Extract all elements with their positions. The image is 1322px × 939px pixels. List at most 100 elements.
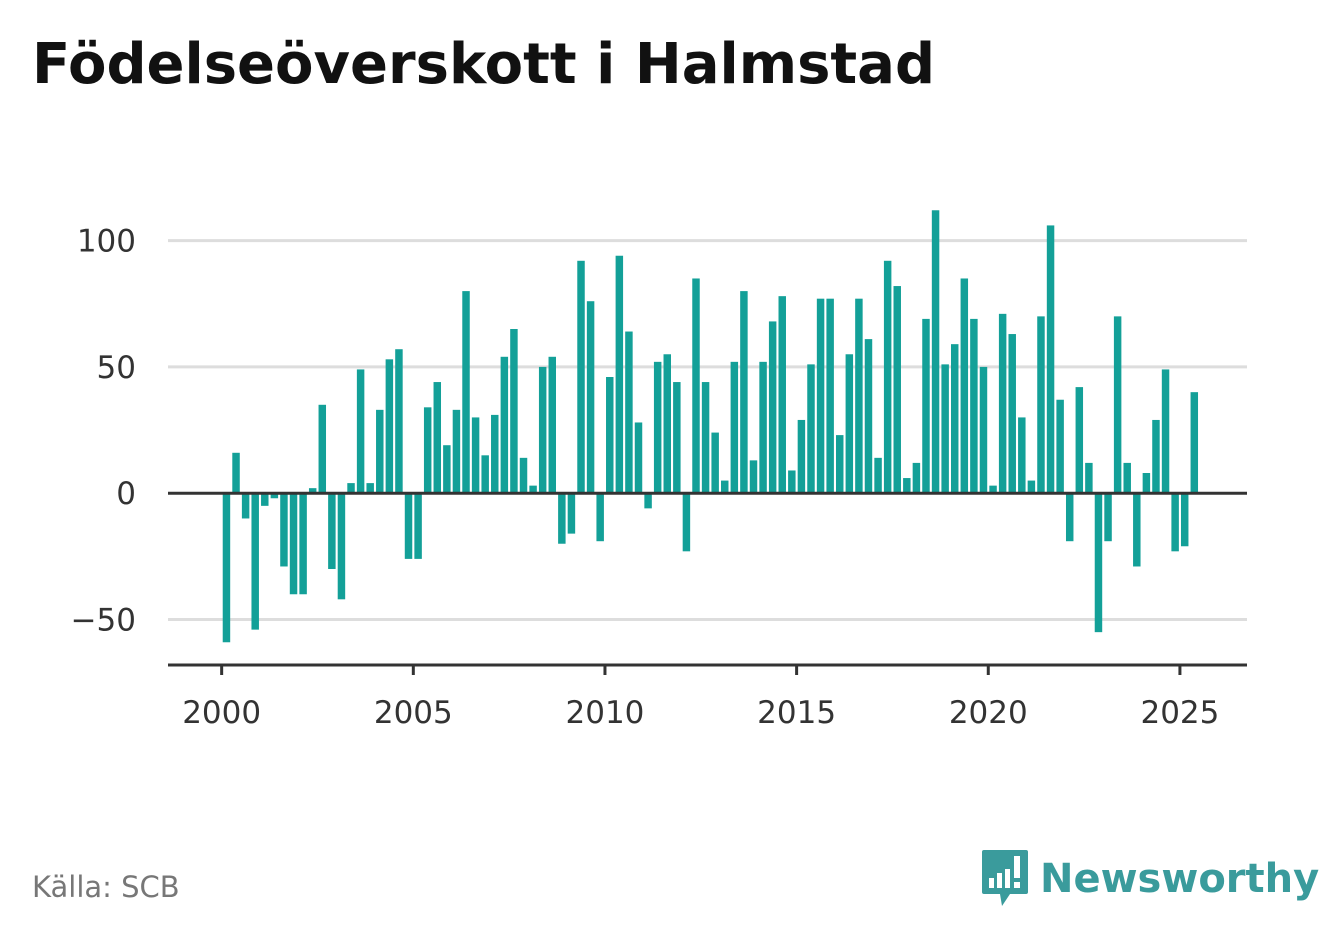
bar [864, 339, 873, 494]
bar [596, 493, 604, 542]
bar [797, 419, 806, 494]
bar [749, 460, 758, 494]
bar [1142, 473, 1151, 494]
bar [452, 409, 461, 494]
bar [289, 493, 298, 595]
bar [558, 493, 566, 544]
bar [721, 480, 729, 494]
bar [299, 493, 307, 595]
bar [634, 422, 643, 494]
bar [1075, 387, 1084, 494]
bar [836, 435, 844, 494]
bar [491, 414, 499, 494]
bar [759, 361, 767, 494]
bar [261, 493, 269, 506]
bar [922, 318, 930, 494]
bar [845, 354, 854, 494]
bar [663, 354, 671, 494]
y-tick-label: 100 [77, 224, 136, 260]
bar [1190, 392, 1199, 494]
bar [1152, 419, 1160, 494]
bar [673, 382, 681, 494]
bar [1008, 334, 1016, 494]
bar [395, 349, 403, 494]
bar [577, 260, 585, 494]
bar [423, 407, 432, 494]
bar [251, 493, 259, 630]
bar [462, 291, 470, 494]
bar [529, 485, 537, 494]
bar [586, 301, 595, 494]
gridlines [168, 239, 1247, 622]
bar [788, 470, 796, 494]
bar [730, 361, 739, 494]
bar [318, 404, 327, 494]
bar [682, 493, 691, 552]
bar [692, 278, 700, 494]
bar [740, 291, 748, 494]
bar [356, 369, 365, 494]
x-tick-label: 2015 [757, 695, 836, 731]
bar [443, 445, 451, 494]
bar [998, 313, 1007, 494]
x-tick-label: 2010 [566, 695, 645, 731]
bar [1113, 316, 1122, 494]
y-tick-label: −50 [71, 603, 136, 639]
bar [883, 260, 892, 494]
bar [644, 493, 652, 509]
bar [1046, 225, 1055, 494]
newsworthy-logo: Newsworthy [980, 848, 1319, 910]
bar [778, 296, 786, 494]
bar [500, 356, 509, 494]
bar [903, 478, 911, 494]
bar [280, 493, 288, 567]
bar [970, 318, 978, 494]
bar [807, 364, 815, 494]
bar [950, 344, 959, 494]
bar [366, 483, 374, 494]
bar [1065, 493, 1074, 542]
bar [1123, 462, 1131, 494]
bar [1056, 399, 1064, 494]
bar [548, 356, 556, 494]
bar [1094, 493, 1103, 633]
bar [855, 298, 863, 494]
bar [376, 409, 384, 494]
bar [414, 493, 422, 559]
bar [1018, 417, 1026, 494]
bar [404, 493, 413, 559]
bar [874, 457, 882, 494]
x-tick-label: 2005 [374, 695, 453, 731]
bar [1180, 493, 1189, 547]
bar [270, 493, 279, 499]
bar [510, 329, 518, 494]
bar [1161, 369, 1170, 494]
bar [625, 331, 633, 494]
x-tick-label: 2000 [182, 695, 261, 731]
bar [222, 493, 231, 643]
bar [241, 493, 250, 519]
bar [1104, 493, 1112, 542]
bar [337, 493, 346, 600]
bar [347, 483, 355, 494]
bar [481, 455, 489, 494]
bar [1037, 316, 1045, 494]
bar [826, 298, 834, 494]
x-tick-label: 2020 [949, 695, 1028, 731]
bar [519, 457, 528, 494]
bar [232, 452, 240, 494]
bar [538, 366, 547, 494]
bar [989, 485, 997, 494]
bar [567, 493, 576, 534]
chart-title: Födelseöverskott i Halmstad [32, 32, 936, 97]
bars [222, 210, 1199, 643]
brand-name: Newsworthy [1040, 856, 1320, 902]
newsworthy-logo-icon [982, 850, 1028, 906]
bar [328, 493, 336, 569]
y-tick-label: 0 [116, 476, 136, 512]
bar [768, 321, 777, 494]
bar [941, 364, 949, 494]
y-tick-label: 50 [97, 350, 136, 386]
bar [615, 255, 624, 494]
x-tick-label: 2025 [1140, 695, 1219, 731]
